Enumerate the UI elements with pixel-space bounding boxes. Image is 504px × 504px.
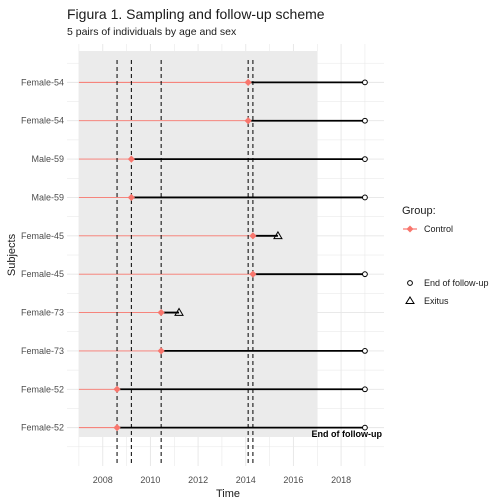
end-followup-point [362,271,368,278]
sampling-point [127,155,135,163]
x-tick-label: 2008 [93,475,113,485]
y-tick-label: Female-54 [21,77,64,87]
legend: Group: Control End of follow-up Exitus [402,205,489,306]
end-followup-point [362,156,368,162]
legend-group-title: Group: [402,205,436,217]
y-tick-label: Female-52 [21,384,64,394]
chart-subtitle: 5 pairs of individuals by age and sex [67,26,237,38]
legend-end-followup-circle [407,280,413,286]
x-tick-label: 2014 [236,475,256,485]
y-tick-label: Female-45 [21,231,64,241]
x-axis-title: Time [216,488,240,500]
y-tick-label: Female-73 [21,346,64,356]
end-followup-point [362,348,368,354]
y-tick-label: Female-54 [21,116,64,126]
end-of-followup-annotation: End of follow-up [312,429,383,439]
sampling-point [157,308,165,317]
subject-lines [78,81,365,429]
sampling-point [249,270,257,278]
legend-exitus-label: Exitus [424,296,449,306]
x-tick-label: 2018 [331,475,351,485]
exitus-point [273,230,283,240]
reference-lines [116,60,254,466]
sampling-point [244,78,252,86]
sampling-point [113,424,121,432]
legend-end-followup-label: End of follow-up [424,278,489,288]
sampling-point [249,232,257,240]
shaded-period [78,51,318,437]
x-tick-label: 2012 [188,475,208,485]
end-followup-point [362,117,368,124]
y-tick-label: Male-59 [31,192,64,202]
end-followup-point [362,424,368,431]
chart-title: Figura 1. Sampling and follow-up scheme [67,6,325,22]
sampling-point [113,385,121,393]
sampling-point [127,193,135,202]
end-followup-point [362,79,368,86]
legend-exitus-triangle [405,296,415,304]
markers [113,78,368,432]
y-tick-label: Female-45 [21,269,64,279]
x-tick-label: 2010 [140,475,160,485]
y-axis-title: Subjects [6,233,18,276]
sampling-point [157,347,165,355]
x-tick-labels: 2008 2010 2012 2014 2016 2018 [93,475,351,485]
exitus-point [174,307,184,316]
end-followup-point [362,194,368,201]
legend-control-label: Control [424,224,453,234]
y-tick-label: Female-73 [21,308,64,318]
y-tick-label: Female-52 [21,423,64,433]
y-tick-labels: Female-54 Female-54 Male-59 Male-59 Female-4… [21,77,64,432]
legend-control-diamond [406,225,414,233]
sampling-point [244,117,252,125]
end-followup-point [362,386,368,393]
y-tick-label: Male-59 [31,154,64,164]
x-tick-label: 2016 [283,475,303,485]
